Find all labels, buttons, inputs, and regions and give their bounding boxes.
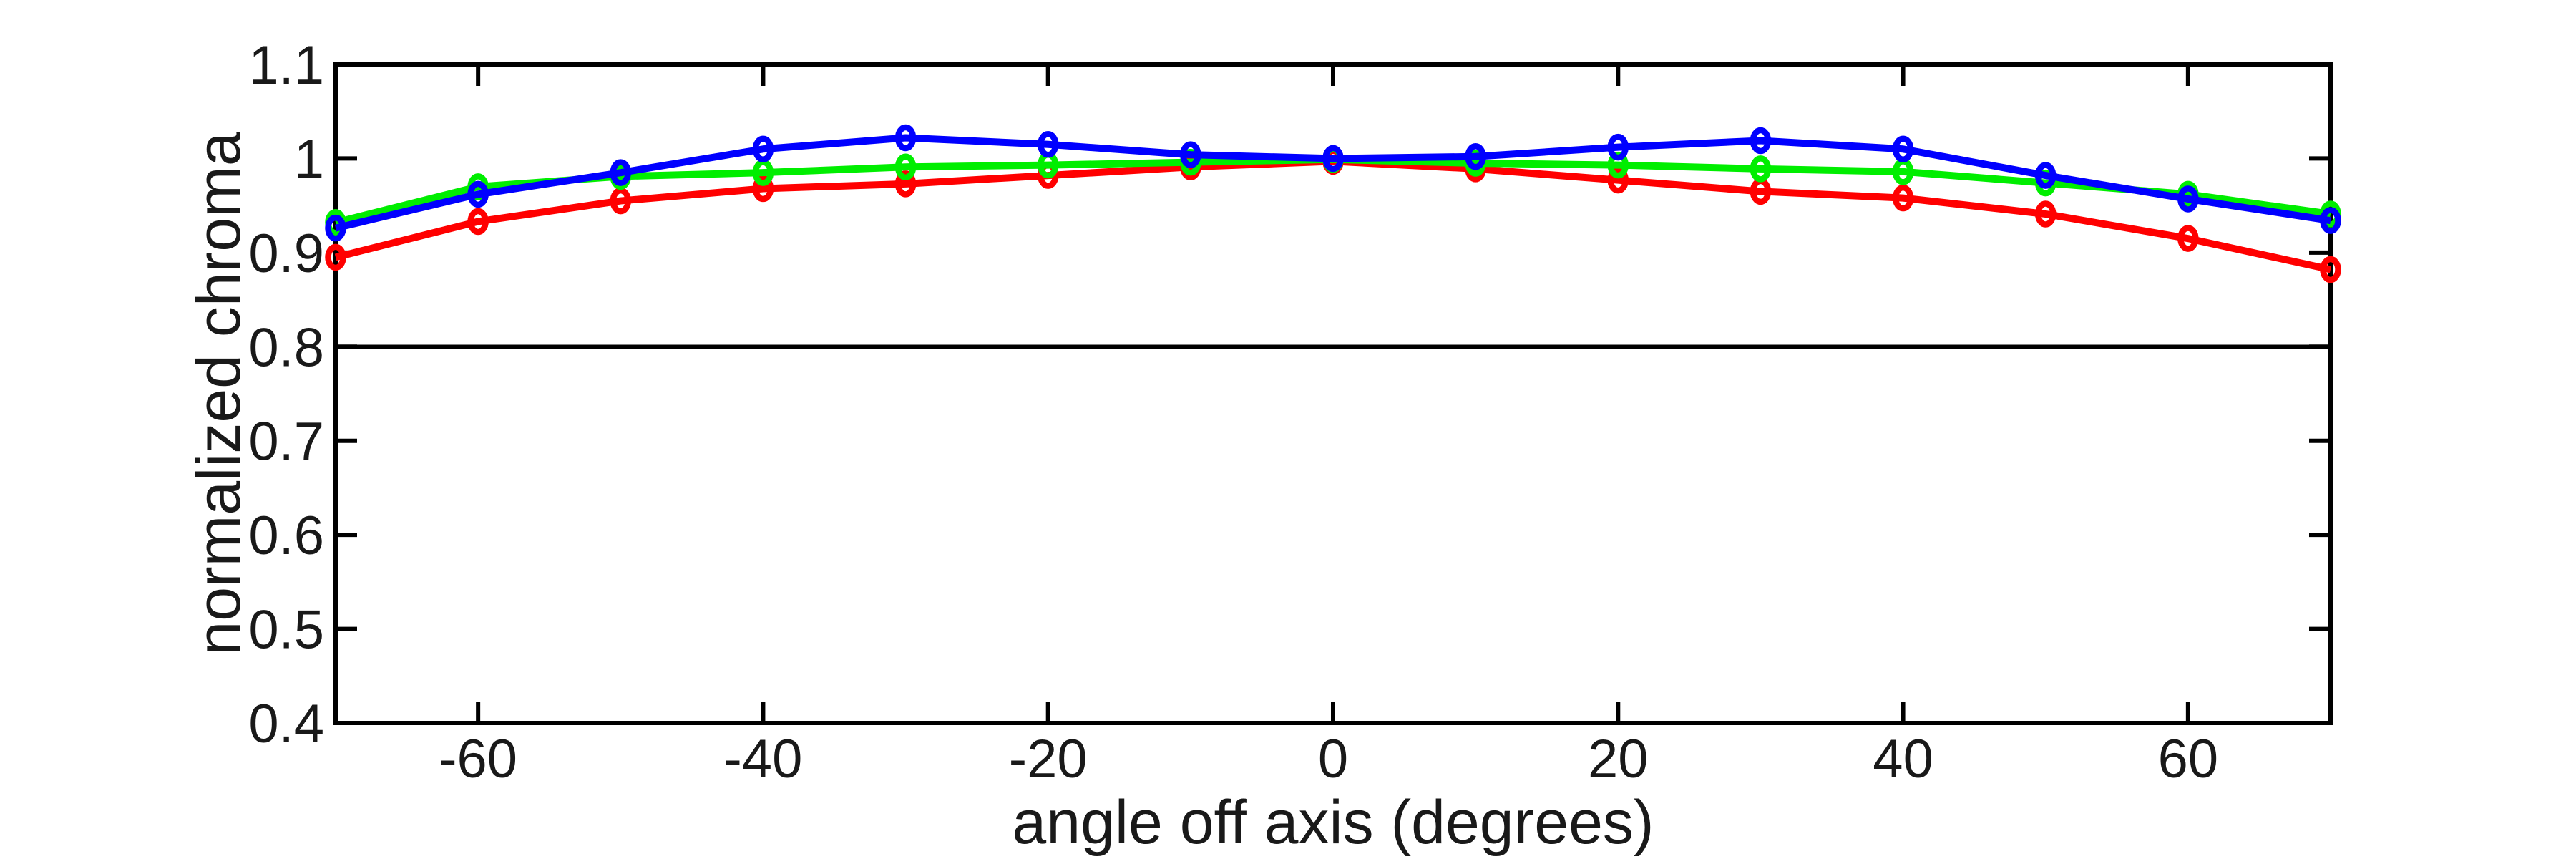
y-tick-label: 0.4: [248, 694, 324, 754]
series-blue-marker: [894, 124, 917, 152]
series-blue-line: [334, 134, 2331, 232]
series-red-marker: [894, 170, 917, 198]
series-red-marker: [610, 187, 632, 215]
x-tick-label: 40: [1873, 729, 1933, 790]
x-tick-label: 60: [2158, 729, 2219, 790]
series-red-marker: [2320, 256, 2341, 283]
y-axis-label: normalized chroma: [185, 132, 253, 655]
series-blue-marker: [1180, 141, 1201, 168]
y-tick-label: 1.1: [248, 35, 324, 96]
series-blue-marker: [610, 159, 632, 186]
series-blue-marker: [2034, 162, 2057, 189]
series-red-marker: [1607, 166, 1629, 194]
x-tick-label: 20: [1588, 729, 1649, 790]
x-axis-label: angle off axis (degrees): [1012, 788, 1654, 857]
series-red-marker: [2177, 225, 2199, 252]
series-blue-marker: [1037, 130, 1059, 158]
chart-plot-area: -60 -40 -20 0 20 40 60 0.4 0.5 0.6 0.7 0.8 0.9 1 1.1: [248, 35, 2341, 790]
y-tick-label: 0.6: [248, 505, 324, 566]
y-tick-label: 1: [294, 129, 324, 190]
series-red-marker: [1892, 184, 1914, 212]
series-red-marker: [325, 243, 346, 271]
x-tick-label: -40: [724, 729, 803, 790]
series-blue-marker: [1322, 145, 1344, 173]
y-tick-label: 0.8: [248, 317, 324, 378]
y-tick-label: 0.9: [248, 223, 324, 284]
series-green-marker: [1750, 155, 1772, 183]
series-red-marker: [2034, 200, 2057, 228]
y-tick-label: 0.5: [248, 600, 324, 661]
series-red-marker: [752, 175, 774, 203]
x-tick-label: -20: [1009, 729, 1088, 790]
series-green-marker: [894, 153, 917, 181]
series-blue-marker: [467, 180, 489, 208]
y-tick-label: 0.7: [248, 412, 324, 472]
series-blue-marker: [1465, 143, 1486, 170]
series-blue-marker: [325, 214, 346, 242]
series-blue-marker: [1750, 127, 1772, 155]
series-blue-marker: [1892, 135, 1914, 163]
x-tick-label: -60: [439, 729, 517, 790]
series-red-marker: [467, 208, 489, 236]
series-blue-marker: [1607, 133, 1629, 161]
series-blue-marker: [752, 135, 774, 163]
series-blue-marker: [2320, 207, 2341, 234]
series-blue-marker: [2177, 185, 2199, 213]
x-tick-label: 0: [1318, 729, 1348, 790]
